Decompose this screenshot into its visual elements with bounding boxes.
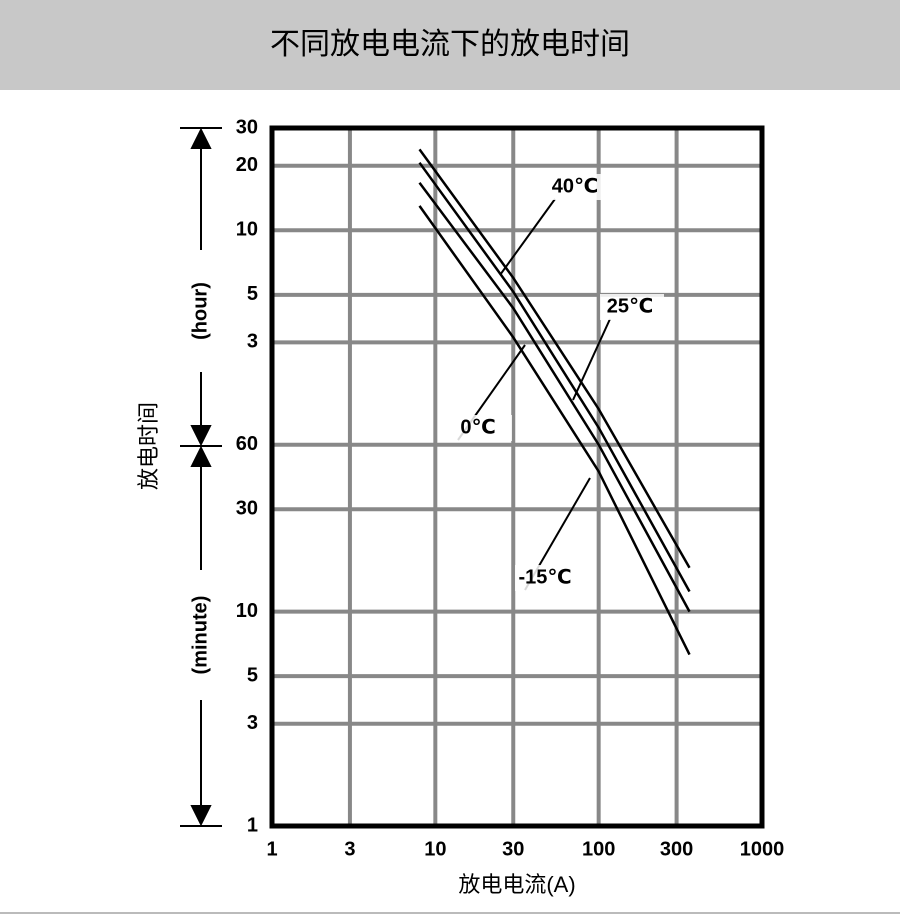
- x-tick-label: 300: [660, 838, 693, 860]
- plot-frame: [269, 125, 765, 829]
- y-unit-arrows: [180, 127, 222, 827]
- annotation-bg: [545, 174, 609, 200]
- series-label: 40℃: [552, 175, 598, 197]
- annotation-arrow: [572, 318, 611, 401]
- arrow-head: [190, 805, 212, 827]
- series-group: 40℃ 25℃ 0℃ -15℃: [418, 148, 691, 656]
- x-tick-label: 3: [344, 838, 355, 860]
- arrow-head: [190, 425, 212, 447]
- arrow-head: [190, 445, 212, 467]
- series-label: 0℃: [460, 416, 495, 438]
- y-axis-title: 放电时间: [136, 402, 161, 490]
- y-tick-label: 10: [236, 600, 258, 622]
- x-tick-label: 100: [582, 838, 615, 860]
- y-tick-label: 5: [247, 664, 258, 686]
- y-tick-label: 60: [236, 433, 258, 455]
- y-unit-label: (minute): [189, 596, 211, 675]
- y-tick-label: 10: [236, 219, 258, 241]
- series-line: [418, 181, 691, 613]
- arrow-head: [190, 127, 212, 149]
- x-tick-label: 1000: [740, 838, 785, 860]
- y-tick-label: 30: [236, 116, 258, 138]
- y-tick-label: 30: [236, 498, 258, 520]
- y-tick-label: 5: [247, 283, 258, 305]
- series-label: 25℃: [607, 295, 653, 317]
- header-band: [0, 0, 900, 90]
- grid: [270, 126, 764, 828]
- chart-title: 不同放电电流下的放电时间: [270, 28, 630, 61]
- x-tick-label: 30: [502, 838, 524, 860]
- series-line: [418, 148, 691, 569]
- annotation-bg: [448, 415, 512, 441]
- y-tick-label: 20: [236, 154, 258, 176]
- y-tick-label: 3: [247, 331, 258, 353]
- annotation-bg: [515, 565, 579, 591]
- series-label: -15℃: [518, 566, 571, 588]
- annotation-arrow: [499, 198, 556, 276]
- y-tick-label: 3: [247, 712, 258, 734]
- series-line: [418, 205, 691, 656]
- x-axis-title: 放电电流(A): [458, 872, 575, 897]
- annotation-bg: [600, 294, 664, 320]
- x-tick-label: 1: [266, 838, 277, 860]
- y-unit-label: (hour): [189, 282, 211, 340]
- x-tick-label: 10: [424, 838, 446, 860]
- series-line: [418, 161, 691, 593]
- y-tick-label: 1: [247, 814, 258, 836]
